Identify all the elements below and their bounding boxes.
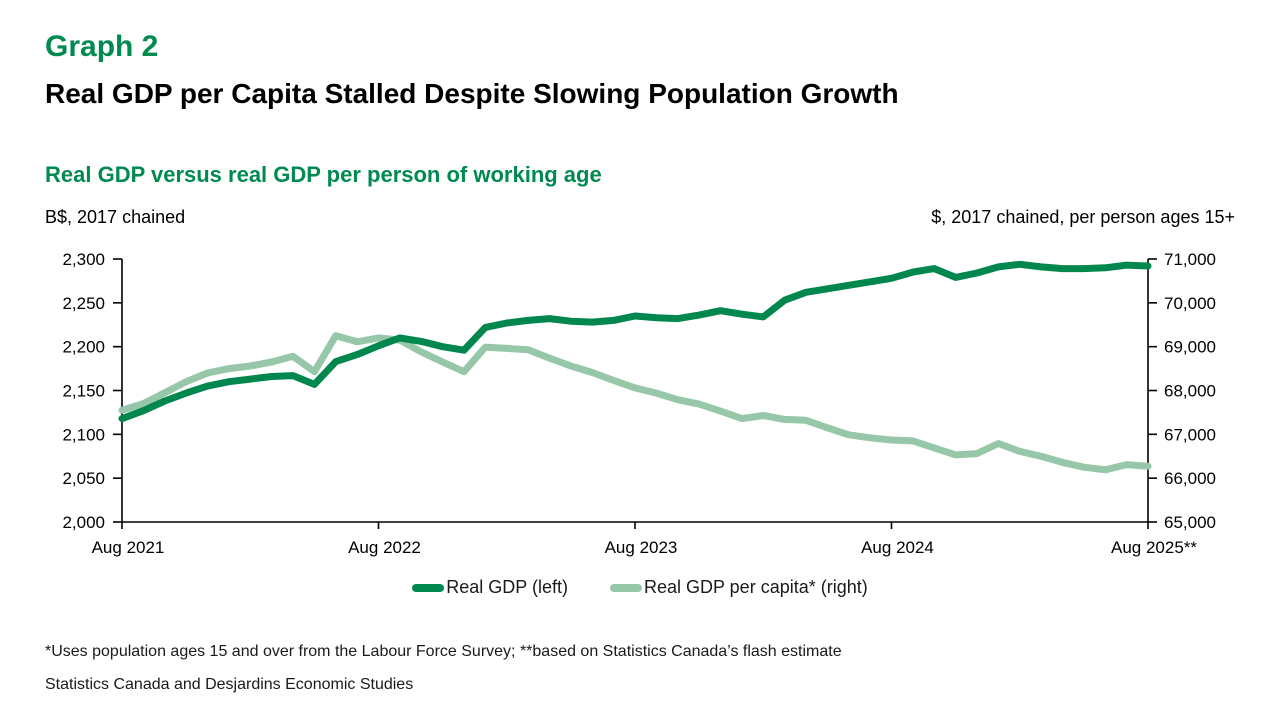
x-axis-tick-label: Aug 2022 [348, 538, 421, 557]
graph-number-label: Graph 2 [45, 30, 159, 63]
y-axis-right-tick-label: 71,000 [1164, 250, 1216, 269]
footnote-sources-note: *Uses population ages 15 and over from t… [45, 643, 842, 660]
y-axis-left-tick-label: 2,200 [62, 338, 105, 357]
legend-label-real-gdp-per-capita: Real GDP per capita* (right) [643, 577, 868, 597]
x-axis-tick-label: Aug 2023 [605, 538, 678, 557]
real-gdp-line [118, 260, 1152, 423]
legend-item-real-gdp-per-capita: Real GDP per capita* (right) [609, 577, 868, 598]
legend-label-real-gdp: Real GDP (left) [446, 577, 568, 597]
footnote-source-attribution: Statistics Canada and Desjardins Economi… [45, 676, 414, 693]
y-axis-right-tick-label: 68,000 [1164, 382, 1216, 401]
y-axis-left-tick-label: 2,100 [62, 425, 105, 444]
y-axis-left-tick-label: 2,300 [62, 250, 105, 269]
y-axis-left-tick-label: 2,250 [62, 294, 105, 313]
legend-line-marker-dark-green [412, 583, 445, 592]
y-axis-left-tick-label: 2,050 [62, 469, 105, 488]
x-axis-tick-label: Aug 2021 [92, 538, 165, 557]
legend-line-marker-light-green [609, 583, 642, 592]
left-axis-unit-label: B$, 2017 chained [45, 207, 186, 227]
y-axis-right-tick-label: 66,000 [1164, 469, 1216, 488]
chart-legend: Real GDP (left) Real GDP per capita* (ri… [0, 577, 1280, 598]
y-axis-left-tick-label: 2,000 [62, 513, 105, 532]
y-axis-right-tick-label: 70,000 [1164, 294, 1216, 313]
y-axis-right-tick-label: 69,000 [1164, 338, 1216, 357]
legend-item-real-gdp: Real GDP (left) [412, 577, 568, 598]
y-axis-left-tick-label: 2,150 [62, 382, 105, 401]
y-axis-right-tick-label: 65,000 [1164, 513, 1216, 532]
x-axis-tick-label: Aug 2025** [1111, 538, 1197, 557]
right-axis-unit-label: $, 2017 chained, per person ages 15+ [931, 207, 1235, 227]
x-axis-tick-label: Aug 2024 [861, 538, 934, 557]
chart-subtitle: Real GDP versus real GDP per person of w… [45, 162, 602, 187]
page-title: Real GDP per Capita Stalled Despite Slow… [45, 78, 899, 109]
y-axis-right-tick-label: 67,000 [1164, 425, 1216, 444]
real-gdp-per-capita-line [118, 332, 1152, 474]
